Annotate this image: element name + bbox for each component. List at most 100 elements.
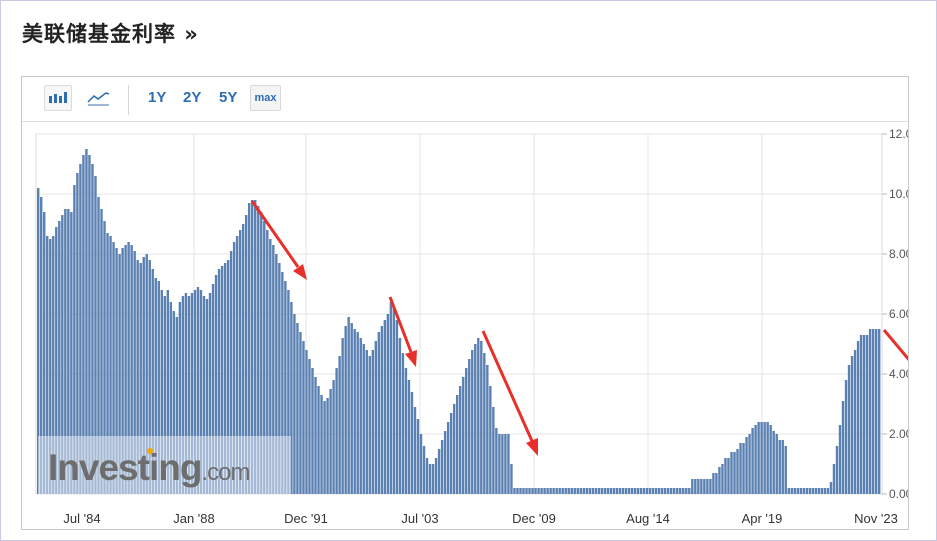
bar[interactable] — [434, 458, 438, 494]
bar[interactable] — [781, 440, 784, 494]
bar[interactable] — [654, 488, 658, 494]
bar[interactable] — [778, 440, 781, 494]
bar[interactable] — [443, 431, 447, 494]
bar[interactable] — [398, 338, 402, 494]
bar[interactable] — [404, 368, 408, 494]
bar[interactable] — [796, 488, 800, 494]
bar[interactable] — [272, 245, 275, 494]
bar[interactable] — [275, 254, 278, 494]
bar[interactable] — [501, 434, 504, 494]
bar[interactable] — [766, 422, 769, 494]
bar[interactable] — [657, 488, 661, 494]
bar[interactable] — [591, 488, 595, 494]
bar[interactable] — [495, 428, 498, 494]
bar[interactable] — [775, 434, 778, 494]
bar[interactable] — [187, 296, 191, 494]
bar[interactable] — [223, 263, 227, 494]
bar[interactable] — [823, 488, 827, 494]
bar[interactable] — [85, 149, 88, 494]
bar[interactable] — [660, 488, 664, 494]
bar[interactable] — [124, 245, 127, 494]
bar[interactable] — [422, 446, 426, 494]
bar[interactable] — [838, 425, 842, 494]
bar[interactable] — [877, 329, 881, 494]
bar[interactable] — [588, 488, 592, 494]
bar[interactable] — [763, 422, 766, 494]
bar[interactable] — [700, 479, 703, 494]
bar[interactable] — [287, 290, 290, 494]
bar[interactable] — [546, 488, 549, 494]
bar[interactable] — [269, 239, 272, 494]
bar[interactable] — [335, 368, 338, 494]
bar[interactable] — [49, 239, 52, 494]
bar[interactable] — [477, 338, 480, 494]
bar[interactable] — [784, 446, 787, 494]
bar[interactable] — [769, 425, 772, 494]
bar[interactable] — [395, 320, 399, 494]
bar[interactable] — [865, 335, 869, 494]
bar[interactable] — [841, 401, 845, 494]
bar[interactable] — [739, 443, 742, 494]
bar[interactable] — [455, 395, 459, 494]
bar[interactable] — [844, 380, 848, 494]
bar[interactable] — [847, 365, 851, 494]
bar[interactable] — [706, 479, 709, 494]
bar[interactable] — [745, 437, 748, 494]
bar[interactable] — [329, 389, 332, 494]
line-chart-button[interactable] — [84, 85, 112, 111]
bar[interactable] — [564, 488, 567, 494]
bar[interactable] — [106, 233, 109, 494]
bar[interactable] — [211, 284, 215, 494]
bar[interactable] — [561, 488, 564, 494]
bar[interactable] — [648, 488, 652, 494]
bar[interactable] — [73, 185, 76, 494]
bar[interactable] — [419, 434, 423, 494]
bar[interactable] — [676, 488, 679, 494]
bar[interactable] — [483, 353, 486, 494]
bar[interactable] — [724, 458, 727, 494]
bar[interactable] — [694, 479, 697, 494]
bar[interactable] — [323, 401, 326, 494]
bar[interactable] — [772, 431, 775, 494]
bar[interactable] — [205, 299, 209, 494]
bar[interactable] — [624, 488, 628, 494]
bar[interactable] — [365, 350, 368, 494]
bar[interactable] — [570, 488, 573, 494]
bar[interactable] — [296, 323, 299, 494]
bar[interactable] — [43, 212, 46, 494]
bar[interactable] — [320, 395, 323, 494]
bar[interactable] — [341, 338, 344, 494]
bar[interactable] — [214, 275, 218, 494]
bar[interactable] — [850, 356, 854, 494]
bar[interactable] — [718, 467, 721, 494]
bar[interactable] — [166, 290, 170, 494]
bar[interactable] — [682, 488, 685, 494]
bar[interactable] — [492, 407, 495, 494]
bar[interactable] — [642, 488, 646, 494]
bar[interactable] — [480, 341, 483, 494]
bar[interactable] — [160, 290, 163, 494]
bar[interactable] — [666, 488, 670, 494]
bar[interactable] — [136, 260, 139, 494]
bar[interactable] — [835, 446, 839, 494]
bar[interactable] — [142, 257, 145, 494]
bar[interactable] — [679, 488, 682, 494]
bar[interactable] — [627, 488, 631, 494]
bar[interactable] — [525, 488, 528, 494]
bar[interactable] — [712, 473, 715, 494]
bar[interactable] — [299, 332, 302, 494]
bar[interactable] — [52, 236, 55, 494]
bar[interactable] — [446, 422, 450, 494]
range-1y-button[interactable]: 1Y — [148, 89, 167, 106]
bar[interactable] — [787, 488, 790, 494]
bar[interactable] — [232, 242, 236, 494]
bar[interactable] — [371, 350, 374, 494]
bar[interactable] — [486, 365, 489, 494]
bar[interactable] — [392, 308, 396, 494]
bar[interactable] — [145, 254, 148, 494]
bar[interactable] — [401, 353, 405, 494]
bar[interactable] — [474, 344, 477, 494]
bar[interactable] — [715, 473, 718, 494]
bar[interactable] — [606, 488, 610, 494]
bar[interactable] — [172, 311, 176, 494]
